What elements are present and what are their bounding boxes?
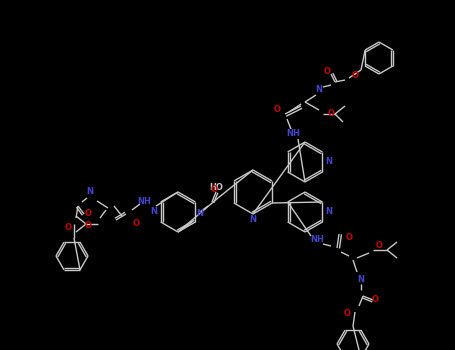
Text: HO: HO: [209, 183, 223, 192]
Text: O: O: [345, 233, 353, 243]
Text: N: N: [249, 215, 257, 224]
Text: O: O: [132, 219, 140, 229]
Text: NH: NH: [137, 197, 151, 206]
Text: O: O: [375, 241, 383, 251]
Text: N: N: [325, 208, 333, 217]
Text: N: N: [151, 208, 157, 217]
Text: O: O: [273, 105, 280, 114]
Text: N: N: [325, 158, 333, 167]
Text: O: O: [85, 222, 91, 231]
Text: N: N: [358, 275, 364, 285]
Text: O: O: [65, 224, 71, 232]
Text: O: O: [352, 71, 359, 80]
Text: N: N: [315, 85, 323, 94]
Text: NH: NH: [286, 130, 300, 139]
Text: N: N: [86, 188, 93, 196]
Text: N: N: [197, 210, 203, 218]
Text: O: O: [371, 295, 379, 304]
Text: O: O: [344, 309, 350, 318]
Text: NH: NH: [310, 236, 324, 245]
Text: O: O: [85, 210, 91, 218]
Text: O: O: [324, 68, 330, 77]
Text: O: O: [211, 186, 217, 195]
Text: O: O: [328, 110, 334, 119]
